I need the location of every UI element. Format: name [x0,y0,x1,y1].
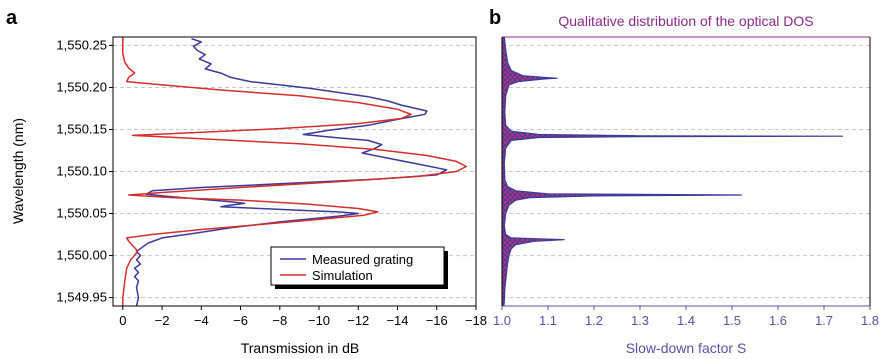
legend: Measured grating Simulation [270,246,448,289]
panel-b-x-ticks: 1.0 1.1 1.2 1.3 1.4 1.5 1.6 1.7 1.8 [493,306,879,328]
x-tick-label: 1.3 [631,313,649,328]
x-tick-label: 1.5 [723,313,741,328]
y-tick-label: 1,550.25 [56,37,107,52]
x-tick-label: −2 [155,313,170,328]
panel-a-label: a [6,7,18,29]
panel-a-x-axis-label: Transmission in dB [241,340,360,356]
x-tick-label: 1.6 [769,313,787,328]
x-tick-label: 1.7 [815,313,833,328]
x-tick-label: −16 [426,313,448,328]
y-tick-label: 1,550.05 [56,206,107,221]
x-tick-label: 1.4 [677,313,695,328]
panel-b-series [502,37,843,306]
y-tick-label: 1,550.10 [56,164,107,179]
legend-label-measured: Measured grating [312,252,413,267]
x-tick-label: −4 [194,313,209,328]
panel-a-series [122,37,467,306]
x-tick-label: −10 [308,313,330,328]
x-tick-label: −14 [386,313,408,328]
y-tick-label: 1,550.20 [56,79,107,94]
panel-b-grid [502,44,870,299]
series-simulation [122,37,467,306]
panel-a-x-ticks: 0 −2 −4 −6 −8 −10 −12 −14 −16 −18 [119,306,487,328]
x-tick-label: 1.2 [585,313,603,328]
x-tick-label: 0 [119,313,126,328]
legend-box [270,246,445,286]
y-axis-label: Wavelength (nm) [10,118,26,224]
x-tick-label: −12 [347,313,369,328]
dos-area [502,37,843,306]
panel-a-y-ticks: 1,549.95 1,550.00 1,550.05 1,550.10 1,550.15… [56,37,113,305]
panel-b-label: b [489,7,501,29]
y-tick-label: 1,550.15 [56,121,107,136]
x-tick-label: −8 [272,313,287,328]
panel-b-x-axis-label: Slow-down factor S [626,340,747,356]
x-tick-label: −18 [465,313,487,328]
panel-b-title: Qualitative distribution of the optical … [558,13,813,29]
x-tick-label: −6 [233,313,248,328]
legend-label-simulation: Simulation [312,268,373,283]
y-tick-label: 1,549.95 [56,290,107,305]
x-tick-label: 1.8 [861,313,879,328]
y-tick-label: 1,550.00 [56,248,107,263]
x-tick-label: 1.1 [539,313,557,328]
x-tick-label: 1.0 [493,313,511,328]
